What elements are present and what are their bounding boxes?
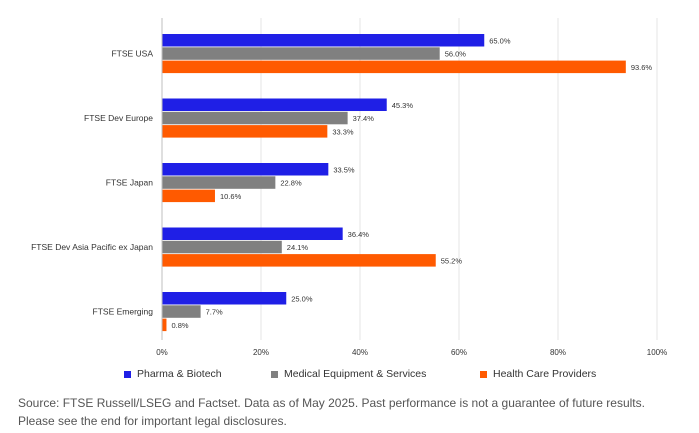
data-label: 65.0% (489, 36, 511, 45)
bar[interactable] (162, 34, 485, 47)
x-tick-label: 100% (647, 348, 667, 357)
bar[interactable] (162, 189, 215, 203)
data-label: 22.8% (280, 179, 302, 188)
bar[interactable] (162, 163, 329, 176)
legend-label: Medical Equipment & Services (284, 368, 427, 380)
bar[interactable] (162, 111, 348, 125)
legend-label: Health Care Providers (493, 368, 597, 380)
bar[interactable] (162, 240, 282, 254)
legend-swatch-providers (480, 370, 487, 378)
x-tick-label: 80% (550, 348, 566, 357)
x-tick-label: 40% (352, 348, 368, 357)
data-label: 25.0% (291, 294, 313, 303)
legend-item-pharma[interactable]: Pharma & Biotech (124, 368, 222, 380)
data-label: 36.4% (348, 230, 370, 239)
data-label: 10.6% (220, 192, 242, 201)
category-label: FTSE Emerging (93, 307, 154, 317)
legend-item-medical[interactable]: Medical Equipment & Services (271, 368, 426, 380)
x-tick-label: 60% (451, 348, 467, 357)
bar[interactable] (162, 60, 626, 74)
source-line-2: Please see the end for important legal d… (18, 414, 287, 428)
bar[interactable] (162, 254, 436, 267)
x-tick-label: 20% (253, 348, 269, 357)
data-labels: 65.0% 56.0% 93.6% 45.3% 37.4% 33.3% 33.5% 22.8%… (171, 36, 652, 330)
data-label: 45.3% (392, 101, 414, 110)
category-labels: FTSE USA FTSE Dev Europe FTSE Japan FTSE De… (31, 49, 153, 317)
data-label: 55.2% (441, 256, 463, 265)
bar[interactable] (162, 305, 201, 318)
bar-chart: 65.0% 56.0% 93.6% 45.3% 37.4% 33.3% 33.5% 22.8%… (31, 18, 667, 357)
bar[interactable] (162, 176, 276, 189)
legend-label: Pharma & Biotech (137, 368, 222, 380)
bar[interactable] (162, 292, 287, 305)
data-label: 33.5% (333, 165, 355, 174)
data-label: 93.6% (631, 63, 653, 72)
x-axis-ticks: 0% 20% 40% 60% 80% 100% (156, 348, 667, 357)
category-label: FTSE USA (111, 49, 153, 59)
category-label: FTSE Dev Asia Pacific ex Japan (31, 242, 153, 252)
data-label: 24.1% (287, 243, 309, 252)
bar[interactable] (162, 47, 440, 60)
category-label: FTSE Dev Europe (84, 113, 153, 123)
x-tick-label: 0% (156, 348, 168, 357)
bars (162, 34, 626, 332)
legend-swatch-pharma (124, 370, 131, 378)
bar[interactable] (162, 98, 387, 112)
legend-swatch-medical (271, 370, 278, 378)
data-label: 33.3% (332, 127, 354, 136)
bar[interactable] (162, 227, 343, 241)
data-label: 0.8% (171, 321, 188, 330)
legend-item-providers[interactable]: Health Care Providers (480, 368, 596, 380)
bar[interactable] (162, 125, 328, 138)
source-note: Source: FTSE Russell/LSEG and Factset. D… (18, 394, 688, 430)
data-label: 56.0% (445, 50, 467, 59)
category-label: FTSE Japan (106, 178, 154, 188)
source-line-1: Source: FTSE Russell/LSEG and Factset. D… (18, 396, 645, 410)
data-label: 37.4% (353, 114, 375, 123)
bar[interactable] (162, 318, 167, 332)
legend: Pharma & Biotech Medical Equipment & Ser… (0, 368, 699, 386)
data-label: 7.7% (206, 308, 223, 317)
